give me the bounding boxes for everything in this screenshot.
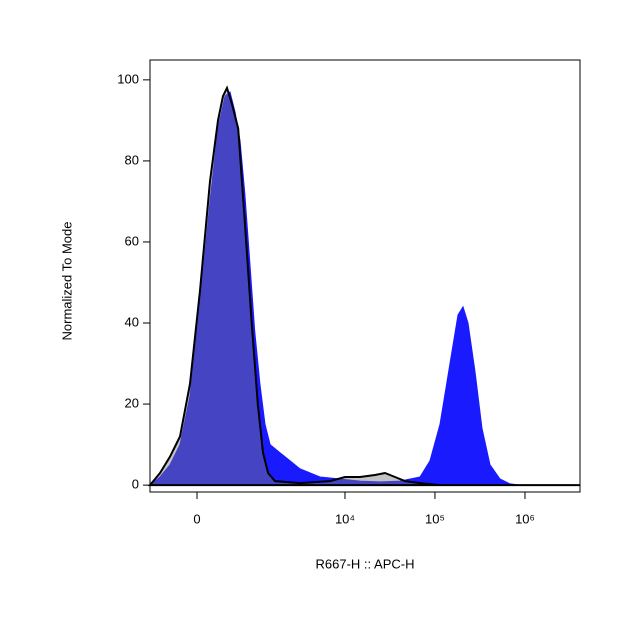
x-tick-label: 10⁵ xyxy=(425,511,445,526)
y-tick-label: 100 xyxy=(117,71,139,86)
x-axis-label: R667-H :: APC-H xyxy=(316,556,415,571)
x-tick-label: 0 xyxy=(193,511,200,526)
histogram-area xyxy=(147,85,580,487)
y-tick-label: 20 xyxy=(125,395,139,410)
plot-frame xyxy=(149,59,581,493)
x-tick-label: 10⁶ xyxy=(515,511,535,526)
y-axis-label: Normalized To Mode xyxy=(59,222,74,341)
y-tick-label: 40 xyxy=(125,314,139,329)
x-tick-label: 10⁴ xyxy=(335,511,355,526)
y-tick-label: 80 xyxy=(125,152,139,167)
y-tick-label: 0 xyxy=(132,477,139,492)
y-tick-label: 60 xyxy=(125,233,139,248)
